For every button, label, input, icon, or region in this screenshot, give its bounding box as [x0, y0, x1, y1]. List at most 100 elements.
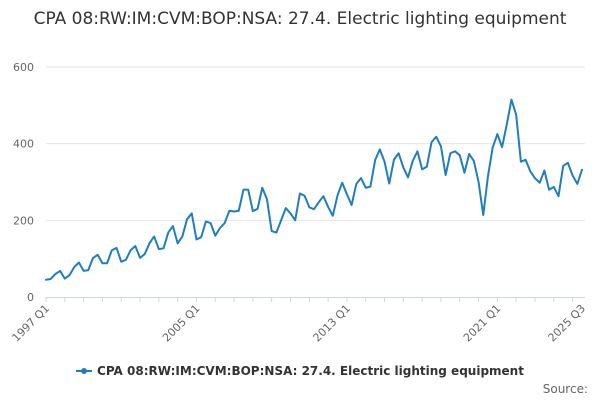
data-point[interactable] [49, 277, 53, 281]
data-point[interactable] [213, 234, 217, 238]
data-point[interactable] [514, 113, 518, 117]
data-point[interactable] [477, 180, 481, 184]
data-point[interactable] [96, 253, 100, 257]
data-point[interactable] [509, 98, 513, 102]
data-point[interactable] [190, 211, 194, 215]
data-point[interactable] [162, 246, 166, 250]
data-point[interactable] [307, 205, 311, 209]
data-point[interactable] [171, 224, 175, 228]
data-point[interactable] [143, 252, 147, 256]
data-point[interactable] [392, 158, 396, 162]
data-point[interactable] [425, 165, 429, 169]
data-point[interactable] [458, 153, 462, 157]
data-point[interactable] [547, 188, 551, 192]
data-point[interactable] [68, 273, 72, 277]
data-point[interactable] [293, 218, 297, 222]
data-point[interactable] [500, 145, 504, 149]
data-point[interactable] [378, 147, 382, 151]
data-point[interactable] [77, 261, 81, 265]
data-point[interactable] [524, 158, 528, 162]
data-point[interactable] [303, 194, 307, 198]
data-point[interactable] [237, 209, 241, 213]
data-point[interactable] [439, 144, 443, 148]
data-point[interactable] [246, 188, 250, 192]
data-point[interactable] [331, 214, 335, 218]
data-point[interactable] [138, 256, 142, 260]
data-point[interactable] [256, 207, 260, 211]
data-point[interactable] [519, 160, 523, 164]
data-point[interactable] [284, 206, 288, 210]
data-point[interactable] [298, 192, 302, 196]
data-point[interactable] [288, 211, 292, 215]
data-point[interactable] [274, 231, 278, 235]
data-point[interactable] [312, 207, 316, 211]
data-point[interactable] [542, 169, 546, 173]
data-point[interactable] [415, 149, 419, 153]
data-point[interactable] [397, 151, 401, 155]
data-point[interactable] [336, 193, 340, 197]
data-point[interactable] [72, 265, 76, 269]
data-point[interactable] [82, 269, 86, 273]
data-point[interactable] [218, 226, 222, 230]
data-point[interactable] [406, 175, 410, 179]
data-point[interactable] [86, 268, 90, 272]
data-point[interactable] [472, 159, 476, 163]
data-point[interactable] [505, 123, 509, 127]
data-point[interactable] [227, 209, 231, 213]
data-point[interactable] [232, 210, 236, 214]
data-point[interactable] [430, 140, 434, 144]
data-point[interactable] [152, 234, 156, 238]
source-credit[interactable]: Source: [542, 382, 588, 396]
data-point[interactable] [467, 152, 471, 156]
data-point[interactable] [462, 171, 466, 175]
data-point[interactable] [533, 176, 537, 180]
data-point[interactable] [387, 182, 391, 186]
data-point[interactable] [44, 278, 48, 282]
data-point[interactable] [105, 261, 109, 265]
data-point[interactable] [251, 209, 255, 213]
data-point[interactable] [115, 246, 119, 250]
data-point[interactable] [129, 248, 133, 252]
data-point[interactable] [383, 160, 387, 164]
data-point[interactable] [176, 241, 180, 245]
data-point[interactable] [566, 161, 570, 165]
data-point[interactable] [209, 221, 213, 225]
data-point[interactable] [124, 258, 128, 262]
data-point[interactable] [100, 261, 104, 265]
data-point[interactable] [63, 277, 67, 281]
data-point[interactable] [401, 165, 405, 169]
data-point[interactable] [453, 149, 457, 153]
data-point[interactable] [350, 203, 354, 207]
data-point[interactable] [420, 167, 424, 171]
data-point[interactable] [491, 146, 495, 150]
data-point[interactable] [373, 158, 377, 162]
data-point[interactable] [561, 164, 565, 168]
data-point[interactable] [448, 151, 452, 155]
data-point[interactable] [481, 213, 485, 217]
data-point[interactable] [345, 192, 349, 196]
data-point[interactable] [434, 135, 438, 139]
data-point[interactable] [340, 181, 344, 185]
data-point[interactable] [368, 185, 372, 189]
data-point[interactable] [110, 248, 114, 252]
data-point[interactable] [194, 238, 198, 242]
data-point[interactable] [260, 186, 264, 190]
data-point[interactable] [204, 219, 208, 223]
data-point[interactable] [580, 168, 584, 172]
data-point[interactable] [180, 234, 184, 238]
data-point[interactable] [147, 241, 151, 245]
data-point[interactable] [354, 182, 358, 186]
data-point[interactable] [317, 200, 321, 204]
data-point[interactable] [486, 174, 490, 178]
data-point[interactable] [552, 185, 556, 189]
data-point[interactable] [241, 188, 245, 192]
legend-item[interactable]: CPA 08:RW:IM:CVM:BOP:NSA: 27.4. Electric… [76, 364, 524, 378]
data-point[interactable] [265, 197, 269, 201]
data-point[interactable] [157, 247, 161, 251]
data-point[interactable] [359, 176, 363, 180]
data-point[interactable] [528, 169, 532, 173]
data-point[interactable] [58, 269, 62, 273]
data-point[interactable] [538, 181, 542, 185]
data-point[interactable] [326, 205, 330, 209]
data-point[interactable] [364, 186, 368, 190]
